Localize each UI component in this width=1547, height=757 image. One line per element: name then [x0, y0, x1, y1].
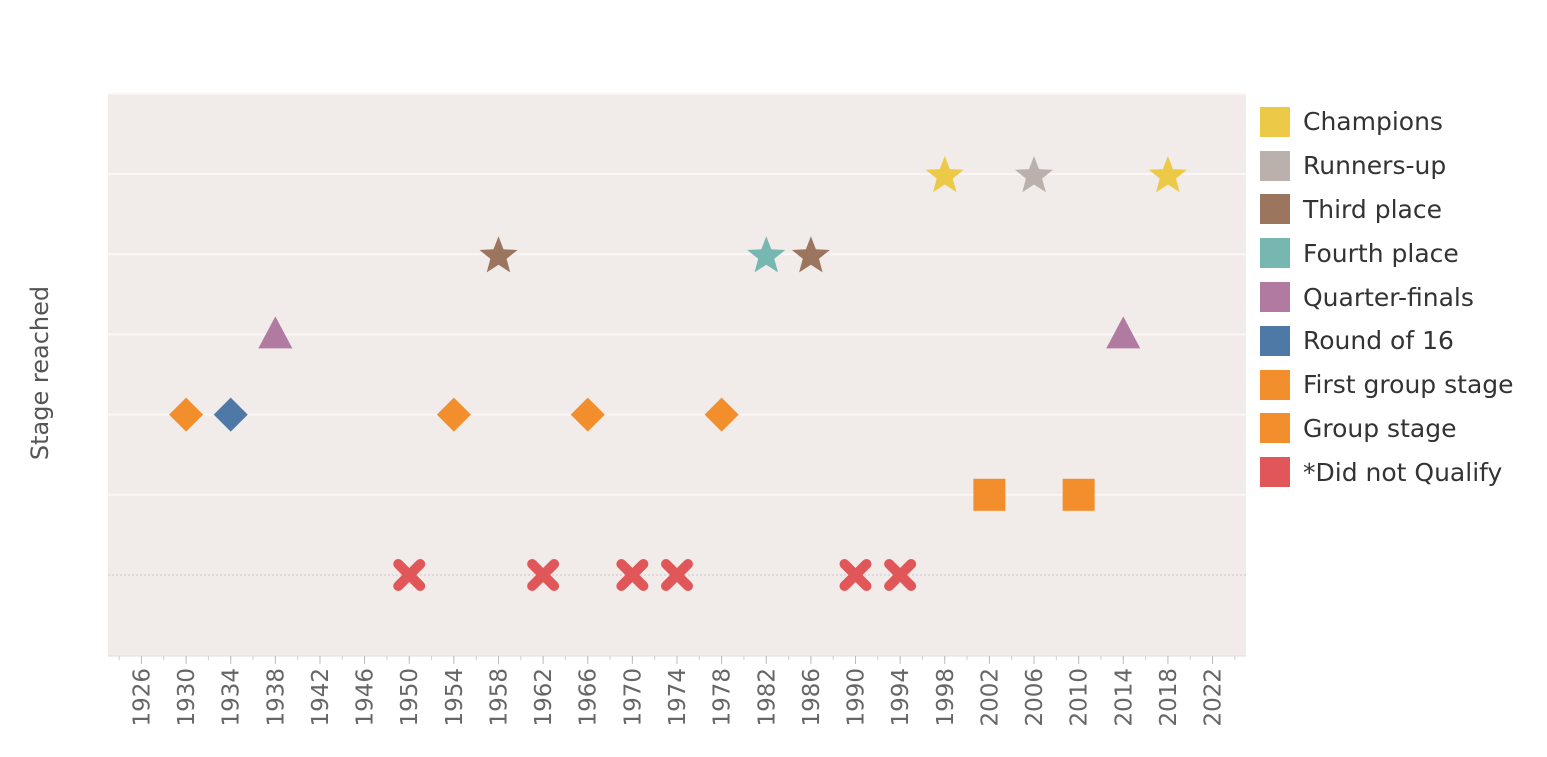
legend-item-runners-up[interactable]: Runners-up	[1260, 144, 1514, 188]
marker-1970	[616, 559, 649, 591]
marker-1994	[884, 559, 917, 591]
x-tick-label: 1950	[397, 668, 423, 727]
marker-1962	[527, 559, 560, 591]
x-tick-label: 2010	[1067, 668, 1093, 727]
marker-1938	[258, 316, 293, 349]
marker-2018	[1148, 156, 1187, 193]
x-tick-label: 1934	[219, 668, 245, 727]
legend-swatch	[1260, 325, 1290, 356]
marker-1966	[570, 397, 605, 432]
marker-1990	[839, 559, 872, 591]
marker-2014	[1106, 316, 1141, 349]
legend-swatch	[1260, 194, 1290, 225]
legend-swatch	[1260, 106, 1290, 137]
x-tick-label: 1962	[531, 668, 557, 727]
legend-swatch	[1260, 413, 1290, 444]
marker-2010	[1062, 478, 1095, 511]
x-tick-label: 1938	[263, 668, 289, 727]
marker-1950	[393, 559, 426, 591]
x-tick-label: 1982	[754, 668, 780, 727]
x-tick-label: 1986	[799, 668, 825, 727]
legend-item-did-not-qualify[interactable]: *Did not Qualify	[1260, 450, 1514, 494]
x-tick-label: 1954	[442, 668, 468, 727]
marker-1958	[479, 236, 518, 273]
x-tick-label: 1942	[308, 668, 334, 727]
x-tick-label: 1926	[129, 668, 155, 727]
x-tick-label: 1966	[576, 668, 602, 727]
x-tick-label: 2006	[1022, 668, 1048, 727]
plot-background	[108, 94, 1246, 656]
marker-1982	[747, 236, 786, 273]
x-tick-label: 1990	[844, 668, 870, 727]
x-tick-label: 2018	[1156, 668, 1182, 727]
legend-swatch	[1260, 457, 1290, 488]
x-tick-label: 1974	[665, 668, 691, 727]
marker-1930	[169, 397, 204, 432]
marker-1978	[704, 397, 739, 432]
legend-item-fourth-place[interactable]: Fourth place	[1260, 231, 1514, 275]
scatter-chart: 1926 1930 1934 1938 1942 1946 1950 1954 1958 1962…	[108, 92, 1246, 727]
legend-swatch	[1260, 369, 1290, 400]
legend-item-round-of-16[interactable]: Round of 16	[1260, 319, 1514, 363]
marker-1986	[791, 236, 830, 273]
legend-label: Round of 16	[1303, 326, 1454, 356]
x-tick-label: 2022	[1201, 668, 1227, 727]
marker-2002	[973, 478, 1006, 511]
x-tick-label: 1930	[174, 668, 200, 727]
x-tick-label: 1978	[710, 668, 736, 727]
legend-label: Runners-up	[1303, 151, 1447, 181]
legend-label: Champions	[1303, 107, 1443, 137]
legend-item-quarter-finals[interactable]: Quarter-finals	[1260, 275, 1514, 319]
data-markers	[169, 156, 1187, 591]
x-tick-label: 1970	[620, 668, 646, 727]
legend-item-first-group-stage[interactable]: First group stage	[1260, 363, 1514, 407]
legend-item-third-place[interactable]: Third place	[1260, 188, 1514, 232]
marker-1934	[213, 397, 248, 432]
x-tick-label: 1946	[353, 668, 379, 727]
legend-label: Group stage	[1303, 413, 1457, 443]
x-tick-label: 2002	[977, 668, 1003, 727]
x-tick-label: 1998	[933, 668, 959, 727]
legend-swatch	[1260, 238, 1290, 269]
marker-1974	[661, 559, 693, 591]
legend-item-champions[interactable]: Champions	[1260, 100, 1514, 144]
legend-label: Quarter-finals	[1303, 282, 1474, 312]
legend-label: First group stage	[1303, 370, 1514, 400]
legend-swatch	[1260, 282, 1290, 313]
legend-label: *Did not Qualify	[1303, 457, 1503, 487]
legend-item-group-stage[interactable]: Group stage	[1260, 407, 1514, 451]
legend-swatch	[1260, 150, 1290, 181]
x-axis-ticks: 1926 1930 1934 1938 1942 1946 1950 1954 1958 1962…	[118, 656, 1236, 727]
marker-1954	[436, 397, 471, 432]
x-tick-label: 2014	[1111, 668, 1137, 727]
marker-2006	[1015, 156, 1053, 193]
x-tick-label: 1958	[486, 668, 512, 727]
legend: Champions Runners-up Third place Fourth …	[1260, 100, 1514, 494]
legend-label: Third place	[1303, 194, 1442, 224]
marker-1998	[925, 156, 964, 193]
plot-area	[108, 94, 1246, 656]
x-tick-label: 1994	[888, 668, 914, 727]
legend-label: Fourth place	[1303, 238, 1459, 268]
